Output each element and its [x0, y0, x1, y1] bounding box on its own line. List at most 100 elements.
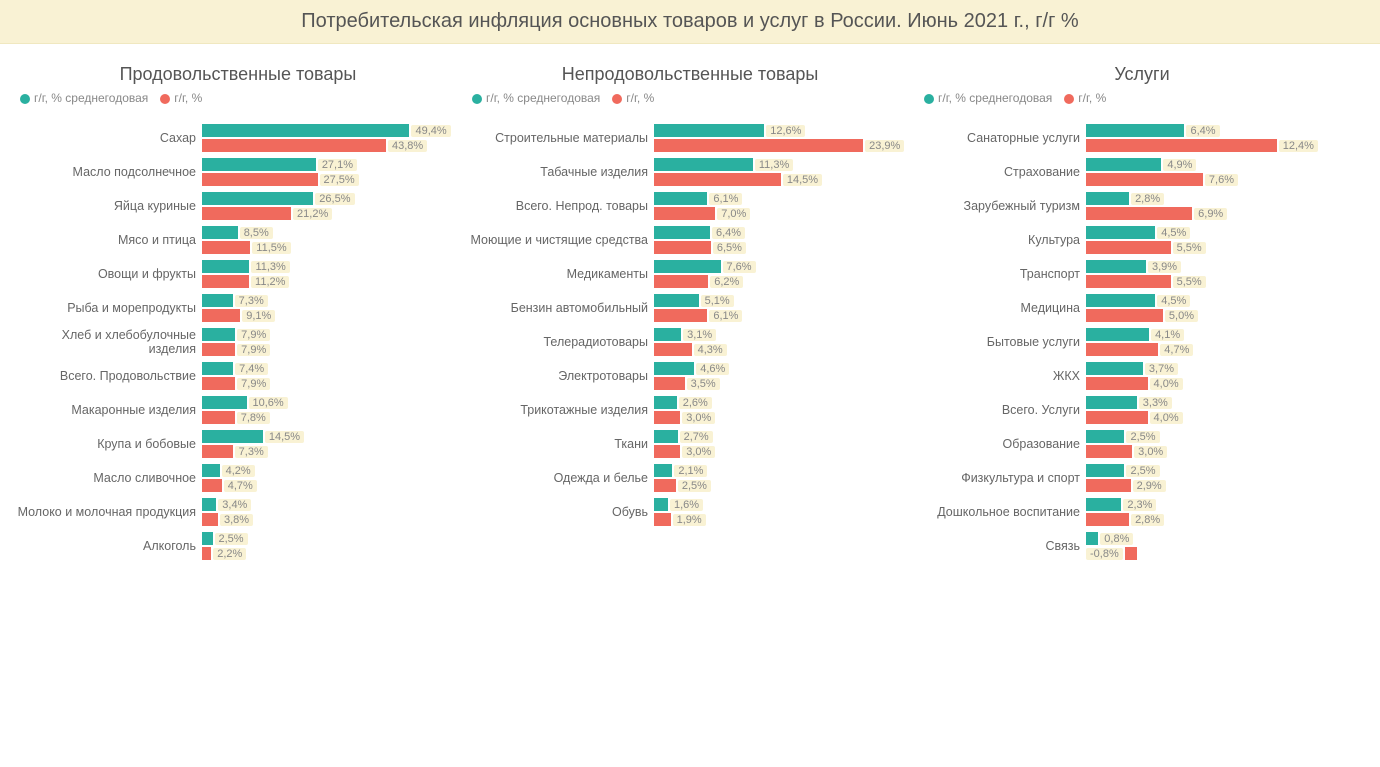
bar — [1086, 192, 1129, 205]
category-label: Алкоголь — [16, 539, 202, 553]
value-label: 4,5% — [1157, 295, 1190, 307]
bar — [654, 158, 753, 171]
bars-cell: 2,5%2,9% — [1086, 463, 1364, 493]
chart-row: Яйца куриные26,5%21,2% — [16, 191, 460, 221]
value-label: 3,0% — [682, 446, 715, 458]
chart-row: Медицина4,5%5,0% — [920, 293, 1364, 323]
bars-cell: 3,4%3,8% — [202, 497, 460, 527]
value-label: 3,5% — [687, 378, 720, 390]
bars-cell: 6,1%7,0% — [654, 191, 912, 221]
bar — [202, 192, 313, 205]
bar — [1086, 532, 1098, 545]
value-label: 4,6% — [696, 363, 729, 375]
value-label: 2,8% — [1131, 193, 1164, 205]
value-label: 3,0% — [1134, 446, 1167, 458]
category-label: Моющие и чистящие средства — [468, 233, 654, 247]
bar — [1086, 430, 1124, 443]
bars-cell: 2,5% 2,2% — [202, 531, 460, 561]
bars-cell: 4,5% 5,0% — [1086, 293, 1364, 323]
value-label: 14,5% — [265, 431, 304, 443]
bar — [1086, 294, 1155, 307]
chart-row: Электротовары4,6%3,5% — [468, 361, 912, 391]
category-label: Страхование — [920, 165, 1086, 179]
value-label: 21,2% — [293, 208, 332, 220]
bar — [1086, 241, 1171, 254]
bar — [1086, 275, 1171, 288]
value-label: 2,2% — [213, 548, 246, 560]
value-label: 2,5% — [215, 533, 248, 545]
category-label: Дошкольное воспитание — [920, 505, 1086, 519]
bar — [202, 445, 233, 458]
bar — [1086, 411, 1148, 424]
bar — [1086, 226, 1155, 239]
value-label: 11,3% — [251, 261, 289, 273]
bar — [202, 396, 247, 409]
bar — [202, 260, 249, 273]
value-label: 6,5% — [713, 242, 746, 254]
chart-row: Крупа и бобовые14,5%7,3% — [16, 429, 460, 459]
bar — [654, 309, 707, 322]
chart-row: Мясо и птица8,5%11,5% — [16, 225, 460, 255]
chart-row: Санаторные услуги6,4%12,4% — [920, 123, 1364, 153]
bars-cell: 4,5%5,5% — [1086, 225, 1364, 255]
bar — [202, 362, 233, 375]
panels-container: Продовольственные товарыг/г, % среднегод… — [0, 44, 1380, 575]
value-label: 7,3% — [235, 446, 268, 458]
bar — [1125, 547, 1137, 560]
value-label: 12,6% — [766, 125, 805, 137]
bar — [202, 241, 250, 254]
bar — [654, 377, 685, 390]
bar — [202, 226, 238, 239]
chart-panel: Продовольственные товарыг/г, % среднегод… — [12, 64, 464, 565]
bar — [202, 275, 249, 288]
category-label: Сахар — [16, 131, 202, 145]
chart-row: Образование2,5%3,0% — [920, 429, 1364, 459]
bar — [202, 294, 233, 307]
bar — [654, 192, 707, 205]
chart-row: Культура4,5%5,5% — [920, 225, 1364, 255]
bars-cell: 2,5%3,0% — [1086, 429, 1364, 459]
bar — [202, 532, 213, 545]
bars-cell: 8,5%11,5% — [202, 225, 460, 255]
bar — [202, 139, 386, 152]
bars-cell: 1,6%1,9% — [654, 497, 912, 527]
bars-cell: 2,7%3,0% — [654, 429, 912, 459]
bar — [654, 275, 708, 288]
page-title: Потребительская инфляция основных товаро… — [0, 0, 1380, 44]
bar — [654, 513, 671, 526]
category-label: Образование — [920, 437, 1086, 451]
bar — [1086, 498, 1121, 511]
value-label: 5,0% — [1165, 310, 1198, 322]
value-label: 7,6% — [1205, 174, 1238, 186]
bar — [202, 124, 409, 137]
value-label: 5,1% — [701, 295, 734, 307]
category-label: Табачные изделия — [468, 165, 654, 179]
bar — [654, 139, 863, 152]
panel-title: Непродовольственные товары — [468, 64, 912, 85]
bar — [1086, 139, 1277, 152]
value-label: 6,1% — [709, 193, 742, 205]
bar — [1086, 124, 1184, 137]
bar — [654, 260, 721, 273]
bar — [202, 498, 216, 511]
bars-cell: 6,4%12,4% — [1086, 123, 1364, 153]
bar — [1086, 343, 1158, 356]
value-label: 27,5% — [320, 174, 359, 186]
chart-row: Физкультура и спорт2,5%2,9% — [920, 463, 1364, 493]
chart-row: Всего. Непрод. товары6,1%7,0% — [468, 191, 912, 221]
chart-row: Строительные материалы12,6%23,9% — [468, 123, 912, 153]
bars-cell: 10,6%7,8% — [202, 395, 460, 425]
bars-cell: 12,6%23,9% — [654, 123, 912, 153]
bar — [654, 430, 678, 443]
bars-cell: 14,5% 7,3% — [202, 429, 460, 459]
bars-cell: 3,1%4,3% — [654, 327, 912, 357]
value-label: 4,3% — [694, 344, 727, 356]
bar — [202, 173, 318, 186]
bar — [1086, 309, 1163, 322]
bars-cell: 4,2%4,7% — [202, 463, 460, 493]
category-label: Хлеб и хлебобулочные изделия — [16, 328, 202, 357]
chart-row: Алкоголь 2,5% 2,2% — [16, 531, 460, 561]
value-label: 6,2% — [710, 276, 743, 288]
bars-cell: 7,6%6,2% — [654, 259, 912, 289]
bars-cell: 0,8%-0,8% — [1086, 531, 1364, 561]
